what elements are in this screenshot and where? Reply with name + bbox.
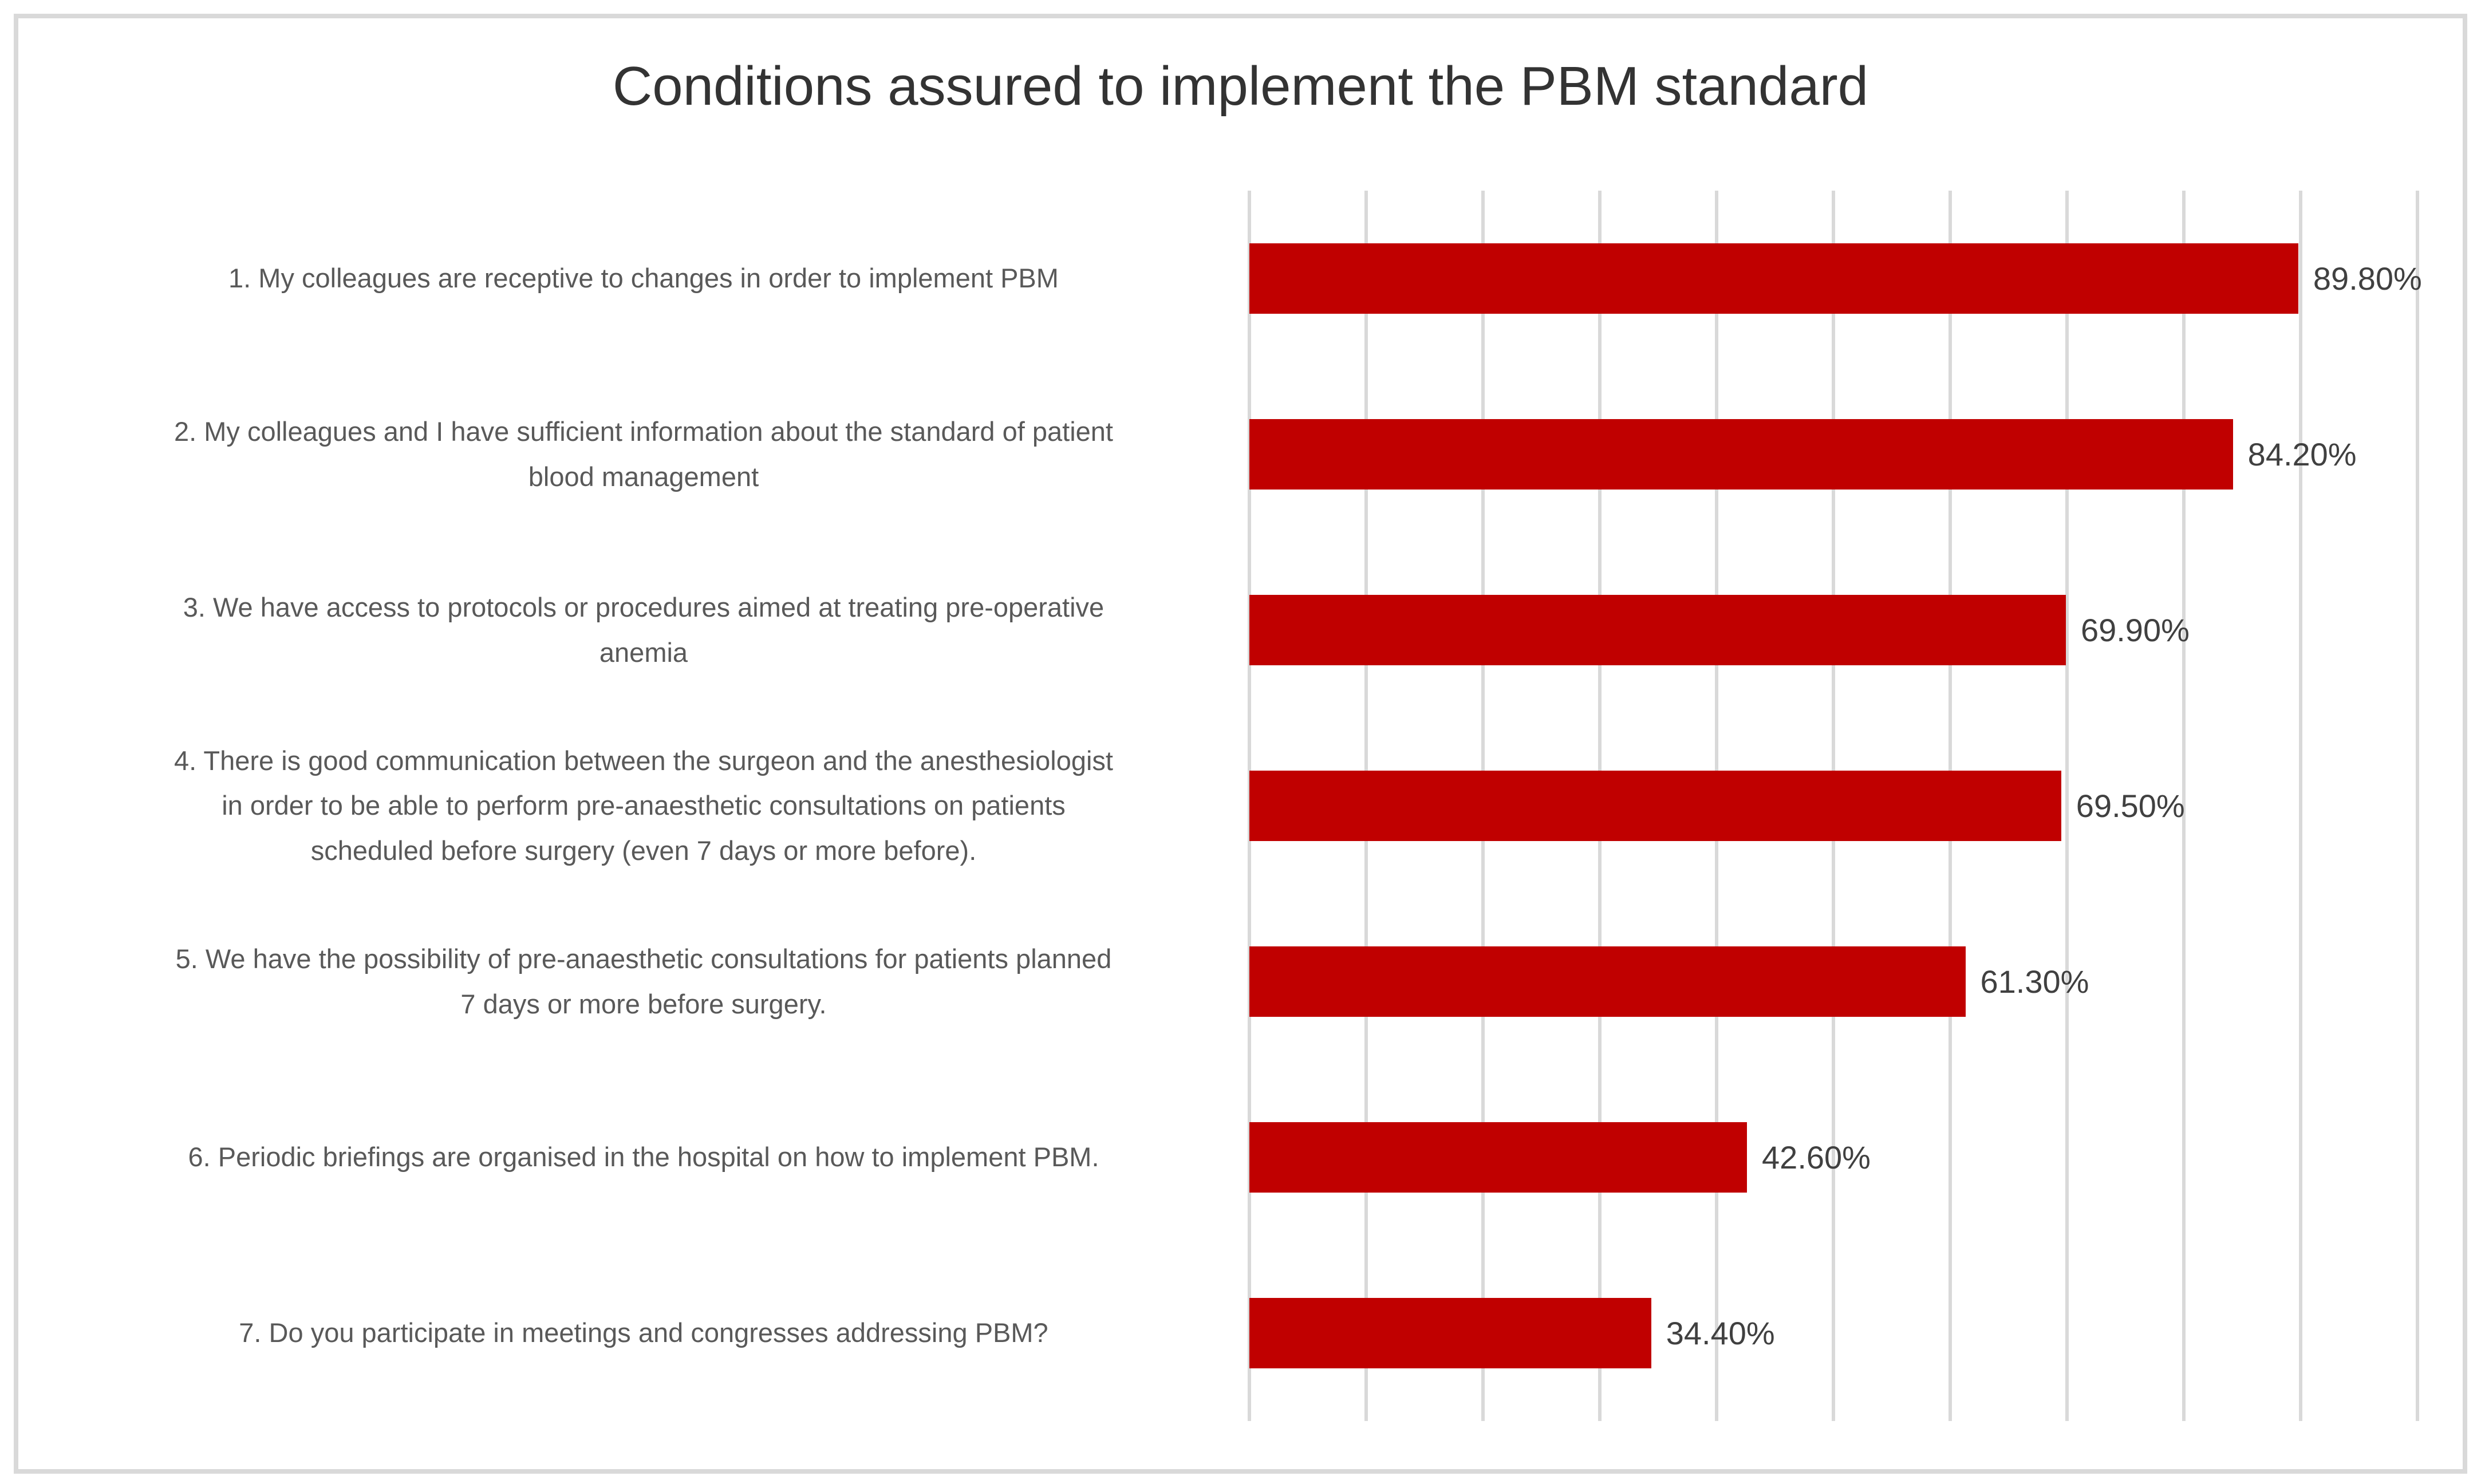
value-label: 42.60% — [1762, 1139, 1871, 1175]
value-label: 84.20% — [2247, 436, 2357, 472]
chart-title: Conditions assured to implement the PBM … — [612, 56, 1869, 117]
value-label: 89.80% — [2313, 261, 2422, 297]
bar — [1249, 243, 2298, 314]
bar — [1249, 946, 1966, 1017]
gridline — [2416, 191, 2419, 1421]
category-label: 2. My colleagues and I have sufficient i… — [174, 416, 1113, 492]
category-label: 3. We have access to protocols or proced… — [183, 592, 1105, 668]
bar — [1249, 771, 2061, 841]
category-label: 7. Do you participate in meetings and co… — [239, 1317, 1048, 1348]
value-label: 34.40% — [1666, 1315, 1775, 1351]
value-label: 61.30% — [1980, 964, 2089, 1000]
value-label: 69.50% — [2076, 788, 2185, 824]
bar — [1249, 1298, 1651, 1368]
category-label: 4. There is good communication between t… — [174, 745, 1113, 866]
category-label: 6. Periodic briefings are organised in t… — [188, 1142, 1099, 1173]
category-label: 1. My colleagues are receptive to change… — [228, 263, 1059, 294]
bar — [1249, 419, 2233, 490]
bar — [1249, 595, 2066, 665]
value-label: 69.90% — [2080, 612, 2190, 648]
bar — [1249, 1122, 1748, 1193]
gridline — [2299, 191, 2302, 1421]
gridline — [2182, 191, 2186, 1421]
category-label: 5. We have the possibility of pre-anaest… — [175, 944, 1112, 1019]
gridline — [2065, 191, 2069, 1421]
